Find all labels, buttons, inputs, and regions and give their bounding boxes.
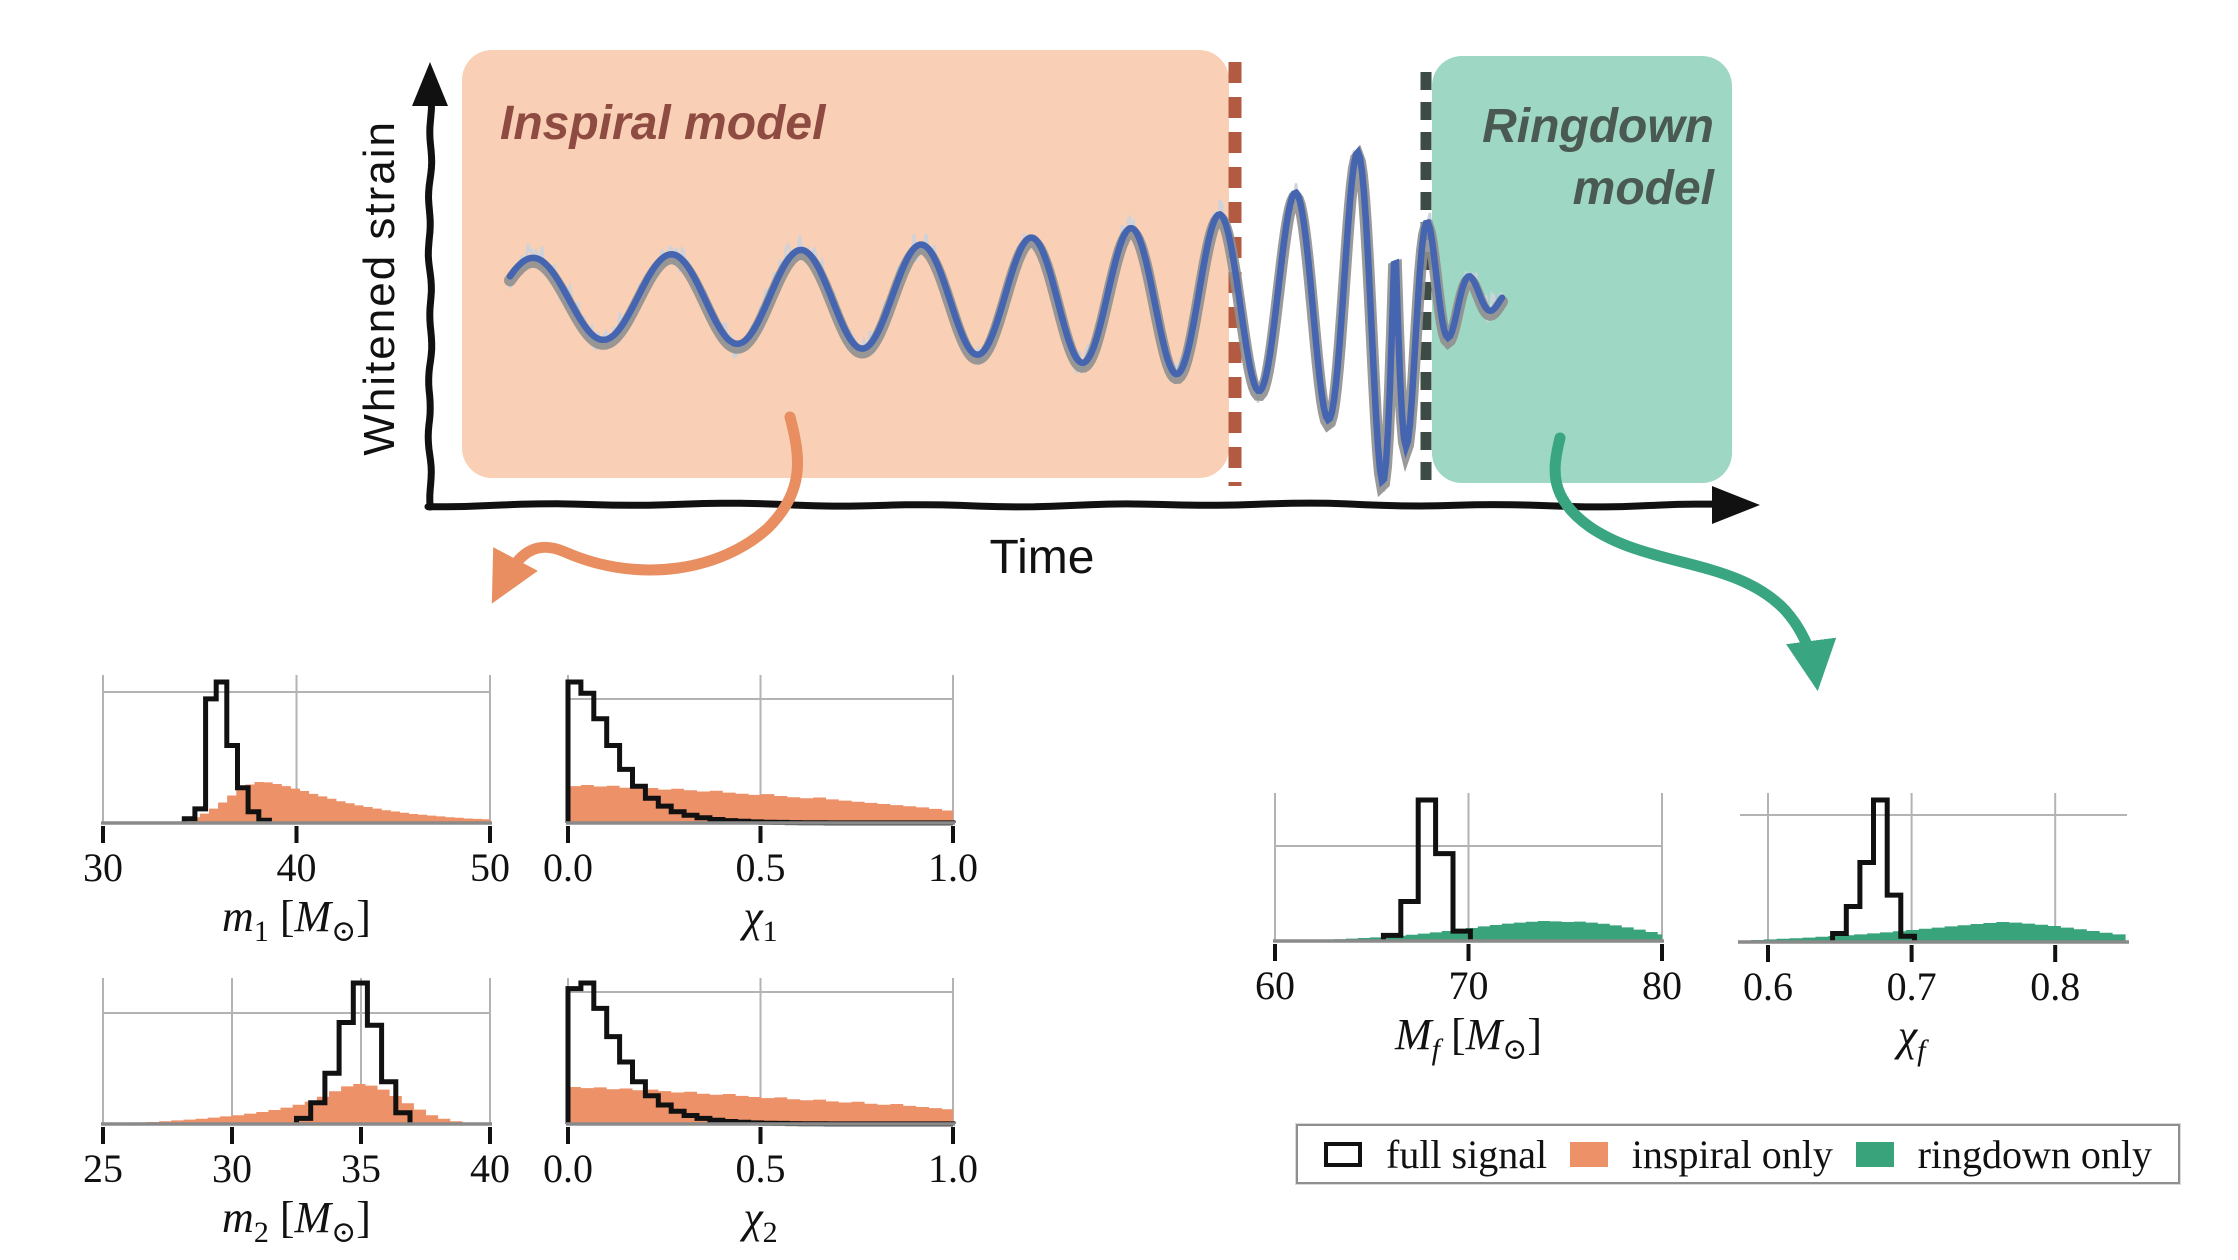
- outline-histogram: [294, 980, 413, 1124]
- filled-histogram: [568, 1087, 953, 1124]
- legend-item-full-signal: full signal: [1324, 1131, 1547, 1178]
- tick-label: 0.5: [736, 845, 786, 890]
- strain-axis-line: [424, 94, 436, 511]
- y-axis-title: Whitened strain: [350, 76, 410, 500]
- strain-axis-arrowhead-icon: [412, 62, 448, 106]
- tick-label: 35: [341, 1146, 381, 1191]
- tick-label: 0.6: [1743, 964, 1793, 1009]
- hand-drawn-axes: [412, 62, 1760, 524]
- histogram-panel-chif: 0.6 0.7 0.8 χf: [1738, 793, 2129, 1067]
- histogram-panel-m1: 30 40 50 m1 [M⊙]: [83, 675, 510, 948]
- filled-histogram: [568, 785, 953, 823]
- legend-label: inspiral only: [1631, 1131, 1833, 1177]
- tick-label: 30: [83, 845, 123, 890]
- ringdown-arrow: [1549, 432, 1837, 692]
- tick-label: 40: [277, 845, 317, 890]
- inspiral-model-label: Inspiral model: [500, 97, 826, 150]
- inspiral-arrow: [491, 411, 804, 604]
- strain-time-diagram: [412, 50, 1760, 524]
- tick-label: 80: [1642, 963, 1682, 1008]
- annotation-arrows: [491, 411, 1837, 692]
- axis-label-chi1: χ1: [739, 892, 777, 948]
- tick-label: 40: [470, 1146, 510, 1191]
- legend-label: full signal: [1386, 1131, 1548, 1177]
- tick-label: 30: [212, 1146, 252, 1191]
- axis-label-chi2: χ2: [739, 1193, 777, 1249]
- inspiral-only-swatch-icon: [1569, 1141, 1608, 1167]
- axis-label-chif: χf: [1894, 1011, 1929, 1067]
- tick-label: 0.0: [543, 845, 593, 890]
- outline-histogram: [1380, 797, 1473, 941]
- outline-histogram: [1830, 797, 1917, 942]
- inspiral-model-region: [462, 50, 1229, 478]
- histogram-panel-chi2: 0.0 0.5 1.0 χ2: [543, 978, 978, 1249]
- axis-label-Mf: Mf [M⊙]: [1394, 1010, 1542, 1066]
- tick-label: 0.7: [1887, 964, 1937, 1009]
- tick-label: 0.8: [2030, 964, 2080, 1009]
- filled-histogram: [1750, 922, 2126, 942]
- tick-label: 70: [1449, 963, 1489, 1008]
- full-signal-swatch-icon: [1324, 1141, 1362, 1167]
- histogram-panel-Mf: 60 70 80 Mf [M⊙]: [1255, 793, 1682, 1066]
- histogram-panel-m2: 25 30 35 40 m2 [M⊙]: [83, 978, 510, 1249]
- tick-label: 50: [470, 845, 510, 890]
- tick-label: 1.0: [928, 1146, 978, 1191]
- legend-item-inspiral-only: inspiral only: [1569, 1131, 1833, 1178]
- outline-histogram: [181, 679, 272, 823]
- tick-label: 0.0: [543, 1146, 593, 1191]
- legend-label: ringdown only: [1917, 1131, 2152, 1177]
- posterior-histogram-panels: 30 40 50 m1 [M⊙] 0.0 0.5 1.0 χ1 25 30 35 40 m2 [M⊙] 0…: [83, 675, 2129, 1249]
- time-axis-line: [424, 499, 1718, 511]
- y-axis-title-text: Whitened strain: [355, 120, 404, 456]
- tick-label: 60: [1255, 963, 1295, 1008]
- axis-label-m1: m1 [M⊙]: [222, 892, 371, 948]
- filled-histogram: [172, 782, 490, 823]
- time-axis-arrowhead-icon: [1712, 486, 1760, 524]
- tick-label: 25: [83, 1146, 123, 1191]
- ringdown-only-swatch-icon: [1855, 1141, 1894, 1167]
- filled-histogram: [110, 1084, 475, 1124]
- legend: full signal inspiral only ringdown only: [1295, 1123, 2181, 1185]
- reconstructed-signal: [506, 146, 1506, 488]
- histogram-panel-chi1: 0.0 0.5 1.0 χ1: [543, 675, 978, 948]
- waveform-traces: [504, 144, 1508, 498]
- axis-label-m2: m2 [M⊙]: [222, 1193, 371, 1249]
- legend-item-ringdown-only: ringdown only: [1855, 1131, 2152, 1178]
- filled-histogram: [1309, 921, 1662, 941]
- x-axis-title: Time: [989, 531, 1095, 584]
- ringdown-model-region: [1432, 56, 1732, 483]
- tick-label: 1.0: [928, 845, 978, 890]
- tick-label: 0.5: [736, 1146, 786, 1191]
- ringdown-model-label: Ringdown model: [1482, 100, 1714, 215]
